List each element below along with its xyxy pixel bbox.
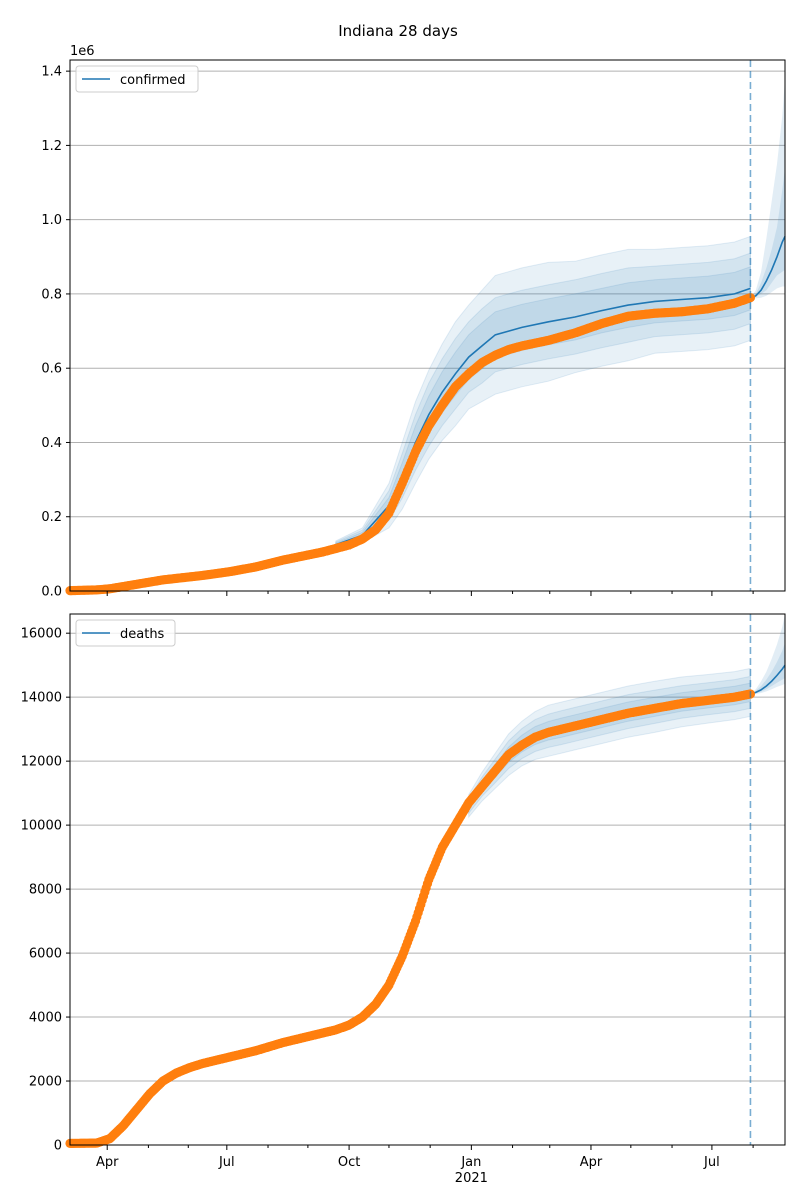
deaths-ytick-label: 0 <box>54 1139 62 1154</box>
deaths-ytick-label: 10000 <box>21 819 62 834</box>
deaths-panel: 0 2000 4000 6000 8000 10000 12000 14000 16000 dea… <box>21 613 786 1154</box>
confirmed-ytick-label: 0.4 <box>41 436 62 451</box>
figure-title: Indiana 28 days <box>338 22 458 40</box>
confirmed-ytick-label: 0.6 <box>41 362 62 377</box>
confirmed-uncertainty-band <box>335 252 751 548</box>
confirmed-y-multiplier: 1e6 <box>70 44 95 59</box>
confirmed-forecast-band <box>750 167 785 298</box>
deaths-ytick-label: 12000 <box>21 755 62 770</box>
confirmed-ytick-label: 0.8 <box>41 287 62 302</box>
deaths-forecast-line <box>750 664 786 695</box>
deaths-ytick-label: 16000 <box>21 627 62 642</box>
x-tick-label: Jul <box>218 1155 235 1170</box>
deaths-legend: deaths <box>75 619 176 647</box>
deaths-ytick-label: 6000 <box>29 947 62 962</box>
confirmed-legend: confirmed <box>75 65 199 93</box>
x-tick-label: Oct <box>338 1155 360 1170</box>
deaths-legend-label: deaths <box>120 627 165 642</box>
x-tick-label: Jul <box>703 1155 720 1170</box>
x-tick-label: Apr <box>96 1155 119 1170</box>
deaths-axes-frame <box>69 613 786 1146</box>
deaths-forecast-band <box>750 642 785 694</box>
confirmed-forecast-line <box>750 236 786 299</box>
deaths-ytick-label: 8000 <box>29 883 62 898</box>
deaths-legend-box <box>75 619 176 647</box>
deaths-ytick-label: 2000 <box>29 1075 62 1090</box>
confirmed-forecast-band <box>750 78 785 299</box>
confirmed-axes-frame <box>69 59 786 592</box>
confirmed-panel: 0.0 0.2 0.4 0.6 0.8 1.0 1.2 1.4 1e6 confirmed <box>41 44 786 600</box>
x-axis: Apr Jul Oct Jan Apr Jul 2021 <box>96 1155 720 1186</box>
confirmed-ytick-label: 1.0 <box>41 213 62 228</box>
x-tick-label: Apr <box>580 1155 603 1170</box>
deaths-forecast-band <box>750 614 785 694</box>
deaths-ytick-label: 4000 <box>29 1011 62 1026</box>
confirmed-ytick-label: 0.2 <box>41 510 62 525</box>
confirmed-ytick-label: 0.0 <box>41 585 62 600</box>
x-tick-label: Jan <box>460 1155 481 1170</box>
confirmed-ytick-label: 1.4 <box>41 65 62 80</box>
confirmed-legend-label: confirmed <box>120 73 186 88</box>
deaths-ytick-label: 14000 <box>21 691 62 706</box>
x-year-label: 2021 <box>455 1171 488 1186</box>
confirmed-ytick-label: 1.2 <box>41 139 62 154</box>
confirmed-legend-box <box>75 65 199 93</box>
